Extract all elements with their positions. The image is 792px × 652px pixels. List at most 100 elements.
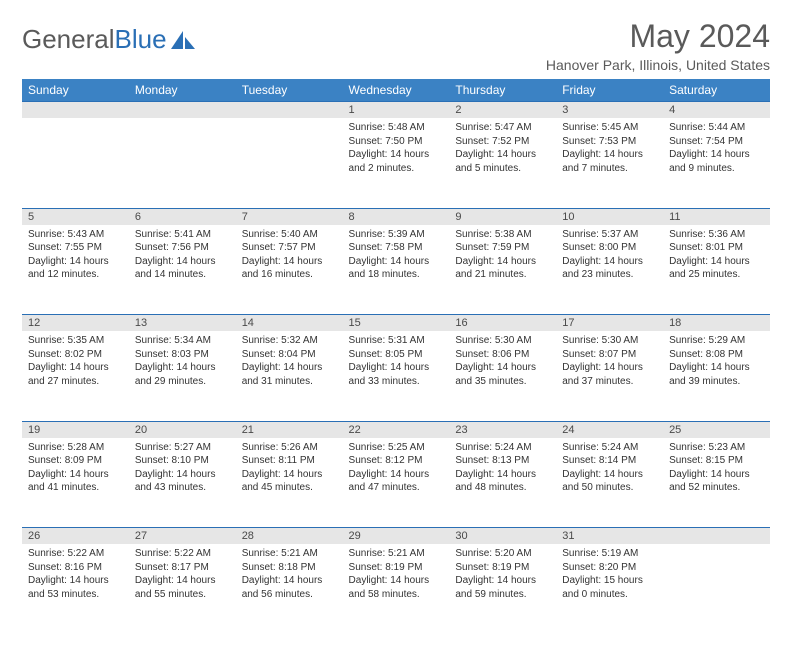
day-number: 18 [663,315,770,332]
sunrise-line: Sunrise: 5:41 AM [135,228,230,242]
day-number [236,102,343,119]
sunset-line: Sunset: 8:09 PM [28,454,123,468]
daylight-line: Daylight: 14 hours and 2 minutes. [349,148,444,175]
sunset-line: Sunset: 7:58 PM [349,241,444,255]
day-number [22,102,129,119]
day-cell: Sunrise: 5:34 AMSunset: 8:03 PMDaylight:… [129,331,236,421]
day-number: 11 [663,208,770,225]
day-info-row: Sunrise: 5:43 AMSunset: 7:55 PMDaylight:… [22,225,770,315]
day-cell: Sunrise: 5:32 AMSunset: 8:04 PMDaylight:… [236,331,343,421]
day-number: 6 [129,208,236,225]
sunrise-line: Sunrise: 5:29 AM [669,334,764,348]
day-cell: Sunrise: 5:25 AMSunset: 8:12 PMDaylight:… [343,438,450,528]
day-cell: Sunrise: 5:26 AMSunset: 8:11 PMDaylight:… [236,438,343,528]
day-cell: Sunrise: 5:24 AMSunset: 8:13 PMDaylight:… [449,438,556,528]
sunrise-line: Sunrise: 5:30 AM [562,334,657,348]
daylight-line: Daylight: 14 hours and 59 minutes. [455,574,550,601]
sunset-line: Sunset: 7:50 PM [349,135,444,149]
daylight-line: Daylight: 14 hours and 35 minutes. [455,361,550,388]
logo-word-1: General [22,24,115,54]
day-cell [129,118,236,208]
sunset-line: Sunset: 8:05 PM [349,348,444,362]
day-number-row: 567891011 [22,208,770,225]
daylight-line: Daylight: 14 hours and 18 minutes. [349,255,444,282]
sunrise-line: Sunrise: 5:44 AM [669,121,764,135]
weekday-wed: Wednesday [343,79,450,102]
day-cell: Sunrise: 5:22 AMSunset: 8:17 PMDaylight:… [129,544,236,634]
day-cell: Sunrise: 5:21 AMSunset: 8:19 PMDaylight:… [343,544,450,634]
sunrise-line: Sunrise: 5:26 AM [242,441,337,455]
daylight-line: Daylight: 14 hours and 33 minutes. [349,361,444,388]
day-number: 16 [449,315,556,332]
sunset-line: Sunset: 7:56 PM [135,241,230,255]
logo: GeneralBlue [22,18,197,55]
daylight-line: Daylight: 14 hours and 37 minutes. [562,361,657,388]
day-number [129,102,236,119]
day-cell: Sunrise: 5:20 AMSunset: 8:19 PMDaylight:… [449,544,556,634]
sunrise-line: Sunrise: 5:30 AM [455,334,550,348]
sunrise-line: Sunrise: 5:43 AM [28,228,123,242]
day-cell: Sunrise: 5:22 AMSunset: 8:16 PMDaylight:… [22,544,129,634]
sunrise-line: Sunrise: 5:23 AM [669,441,764,455]
day-cell: Sunrise: 5:28 AMSunset: 8:09 PMDaylight:… [22,438,129,528]
day-number: 28 [236,528,343,545]
calendar-table: Sunday Monday Tuesday Wednesday Thursday… [22,79,770,634]
sunset-line: Sunset: 8:19 PM [349,561,444,575]
daylight-line: Daylight: 14 hours and 41 minutes. [28,468,123,495]
day-cell: Sunrise: 5:36 AMSunset: 8:01 PMDaylight:… [663,225,770,315]
day-cell: Sunrise: 5:29 AMSunset: 8:08 PMDaylight:… [663,331,770,421]
sunset-line: Sunset: 7:54 PM [669,135,764,149]
sunrise-line: Sunrise: 5:32 AM [242,334,337,348]
weekday-tue: Tuesday [236,79,343,102]
sunrise-line: Sunrise: 5:36 AM [669,228,764,242]
header: GeneralBlue May 2024 Hanover Park, Illin… [22,18,770,73]
day-cell: Sunrise: 5:41 AMSunset: 7:56 PMDaylight:… [129,225,236,315]
day-cell: Sunrise: 5:23 AMSunset: 8:15 PMDaylight:… [663,438,770,528]
daylight-line: Daylight: 14 hours and 56 minutes. [242,574,337,601]
day-number-row: 262728293031 [22,528,770,545]
day-number-row: 12131415161718 [22,315,770,332]
day-cell: Sunrise: 5:27 AMSunset: 8:10 PMDaylight:… [129,438,236,528]
day-cell: Sunrise: 5:38 AMSunset: 7:59 PMDaylight:… [449,225,556,315]
daylight-line: Daylight: 14 hours and 29 minutes. [135,361,230,388]
sunrise-line: Sunrise: 5:24 AM [455,441,550,455]
sunrise-line: Sunrise: 5:45 AM [562,121,657,135]
sunset-line: Sunset: 8:12 PM [349,454,444,468]
title-block: May 2024 Hanover Park, Illinois, United … [546,18,770,73]
sunset-line: Sunset: 8:08 PM [669,348,764,362]
daylight-line: Daylight: 14 hours and 45 minutes. [242,468,337,495]
sunrise-line: Sunrise: 5:25 AM [349,441,444,455]
daylight-line: Daylight: 14 hours and 31 minutes. [242,361,337,388]
sunset-line: Sunset: 8:14 PM [562,454,657,468]
day-number: 12 [22,315,129,332]
sunset-line: Sunset: 8:02 PM [28,348,123,362]
day-number: 13 [129,315,236,332]
daylight-line: Daylight: 14 hours and 12 minutes. [28,255,123,282]
daylight-line: Daylight: 14 hours and 43 minutes. [135,468,230,495]
daylight-line: Daylight: 15 hours and 0 minutes. [562,574,657,601]
sunset-line: Sunset: 8:20 PM [562,561,657,575]
day-number: 7 [236,208,343,225]
sail-icon [171,31,197,49]
month-title: May 2024 [546,18,770,55]
sunset-line: Sunset: 8:01 PM [669,241,764,255]
daylight-line: Daylight: 14 hours and 50 minutes. [562,468,657,495]
sunrise-line: Sunrise: 5:22 AM [28,547,123,561]
sunrise-line: Sunrise: 5:19 AM [562,547,657,561]
day-number: 24 [556,421,663,438]
day-number: 1 [343,102,450,119]
daylight-line: Daylight: 14 hours and 16 minutes. [242,255,337,282]
sunrise-line: Sunrise: 5:31 AM [349,334,444,348]
sunrise-line: Sunrise: 5:21 AM [242,547,337,561]
day-cell: Sunrise: 5:37 AMSunset: 8:00 PMDaylight:… [556,225,663,315]
sunset-line: Sunset: 8:06 PM [455,348,550,362]
sunset-line: Sunset: 7:55 PM [28,241,123,255]
day-cell: Sunrise: 5:31 AMSunset: 8:05 PMDaylight:… [343,331,450,421]
day-number: 15 [343,315,450,332]
day-number: 8 [343,208,450,225]
day-number: 22 [343,421,450,438]
location: Hanover Park, Illinois, United States [546,57,770,73]
daylight-line: Daylight: 14 hours and 23 minutes. [562,255,657,282]
sunset-line: Sunset: 8:18 PM [242,561,337,575]
sunrise-line: Sunrise: 5:20 AM [455,547,550,561]
